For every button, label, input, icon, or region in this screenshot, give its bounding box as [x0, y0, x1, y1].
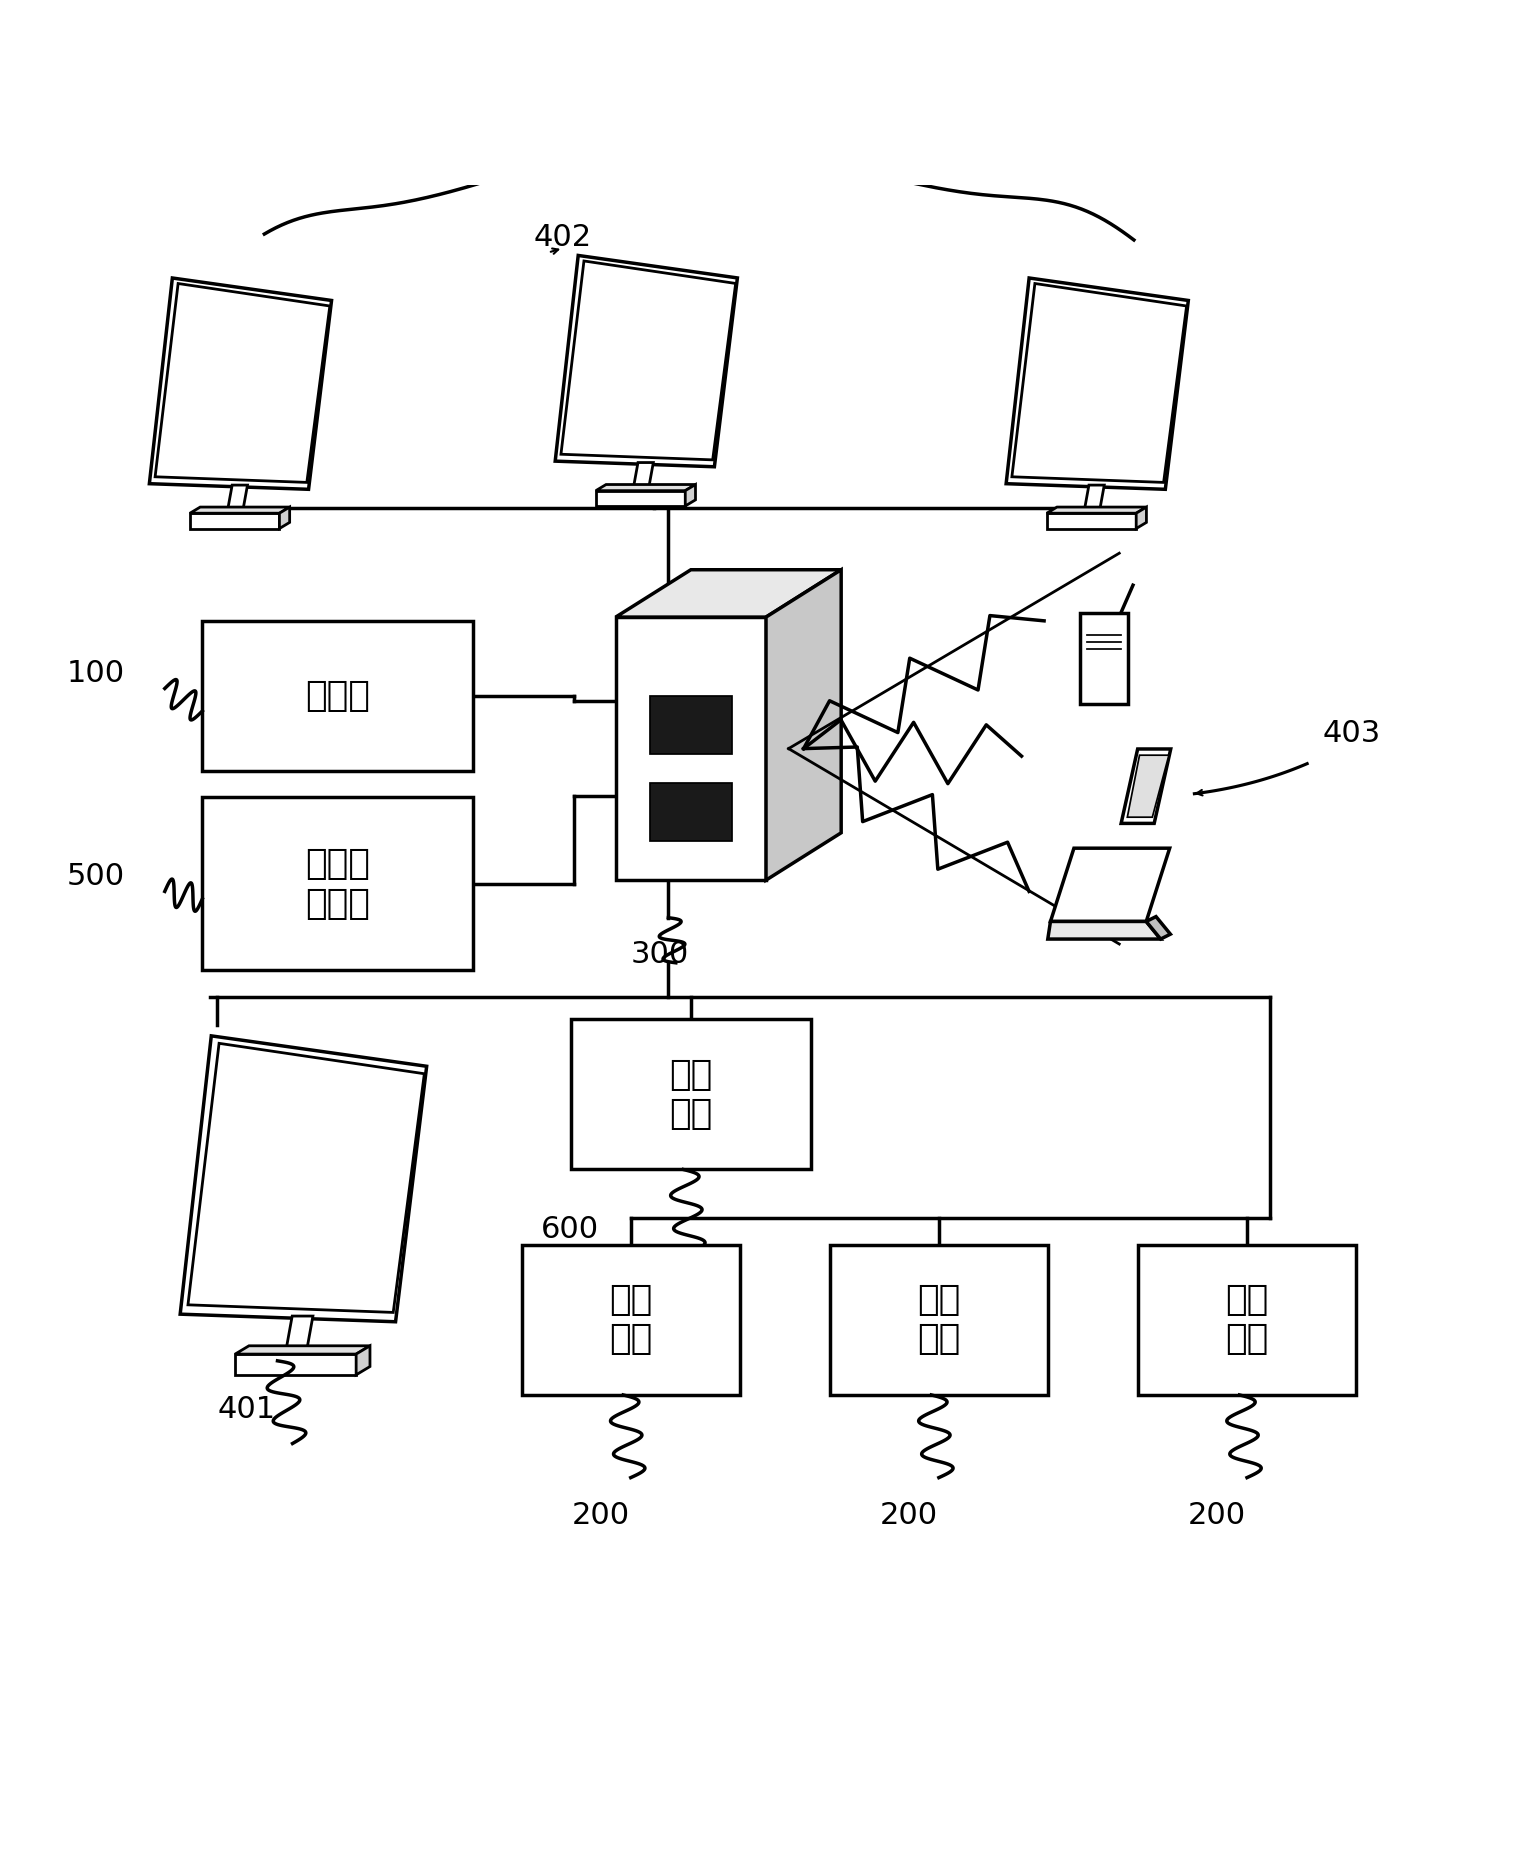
Polygon shape — [596, 485, 695, 491]
Polygon shape — [649, 783, 733, 841]
Polygon shape — [1127, 755, 1170, 817]
Polygon shape — [633, 463, 654, 491]
Polygon shape — [596, 491, 686, 506]
Polygon shape — [1050, 848, 1170, 922]
Text: 402: 402 — [534, 223, 592, 253]
Polygon shape — [1012, 283, 1186, 483]
Polygon shape — [1080, 612, 1129, 704]
Polygon shape — [1136, 508, 1147, 528]
Text: 100: 100 — [67, 659, 126, 687]
Polygon shape — [1121, 749, 1171, 824]
Polygon shape — [616, 569, 840, 616]
Text: 401: 401 — [217, 1395, 276, 1425]
Polygon shape — [228, 485, 247, 513]
Polygon shape — [235, 1354, 356, 1375]
Polygon shape — [766, 569, 840, 880]
Polygon shape — [1147, 916, 1171, 938]
Polygon shape — [649, 697, 733, 753]
Text: 200: 200 — [880, 1500, 938, 1530]
Polygon shape — [285, 1317, 313, 1354]
Polygon shape — [561, 260, 736, 461]
Text: 403: 403 — [1323, 719, 1380, 747]
FancyBboxPatch shape — [522, 1246, 740, 1395]
FancyBboxPatch shape — [830, 1246, 1048, 1395]
Text: 600: 600 — [540, 1216, 599, 1244]
Text: 500: 500 — [67, 862, 126, 892]
Text: 采集
装置: 采集 装置 — [918, 1283, 960, 1356]
Text: 数据库: 数据库 — [305, 680, 370, 714]
Text: 采集
装置: 采集 装置 — [1226, 1283, 1268, 1356]
FancyBboxPatch shape — [202, 798, 473, 970]
Polygon shape — [1047, 508, 1147, 513]
Polygon shape — [1083, 485, 1104, 513]
Polygon shape — [1006, 277, 1188, 489]
FancyBboxPatch shape — [1138, 1246, 1356, 1395]
Polygon shape — [181, 1036, 426, 1322]
Text: 采集
装置: 采集 装置 — [610, 1283, 652, 1356]
Text: 语音播
放单元: 语音播 放单元 — [305, 847, 370, 922]
Text: 领料
装置: 领料 装置 — [669, 1058, 713, 1131]
Text: 200: 200 — [1188, 1500, 1245, 1530]
Text: 200: 200 — [572, 1500, 630, 1530]
Polygon shape — [190, 508, 290, 513]
Polygon shape — [279, 508, 290, 528]
FancyBboxPatch shape — [202, 620, 473, 772]
Polygon shape — [188, 1043, 425, 1313]
Polygon shape — [555, 255, 737, 466]
Polygon shape — [149, 277, 332, 489]
Polygon shape — [155, 283, 329, 483]
Text: 300: 300 — [631, 940, 689, 968]
Polygon shape — [686, 485, 695, 506]
Polygon shape — [1047, 513, 1136, 528]
Polygon shape — [1048, 922, 1161, 938]
Polygon shape — [235, 1347, 370, 1354]
Polygon shape — [190, 513, 279, 528]
Polygon shape — [616, 616, 766, 880]
FancyBboxPatch shape — [570, 1019, 812, 1169]
Polygon shape — [356, 1347, 370, 1375]
